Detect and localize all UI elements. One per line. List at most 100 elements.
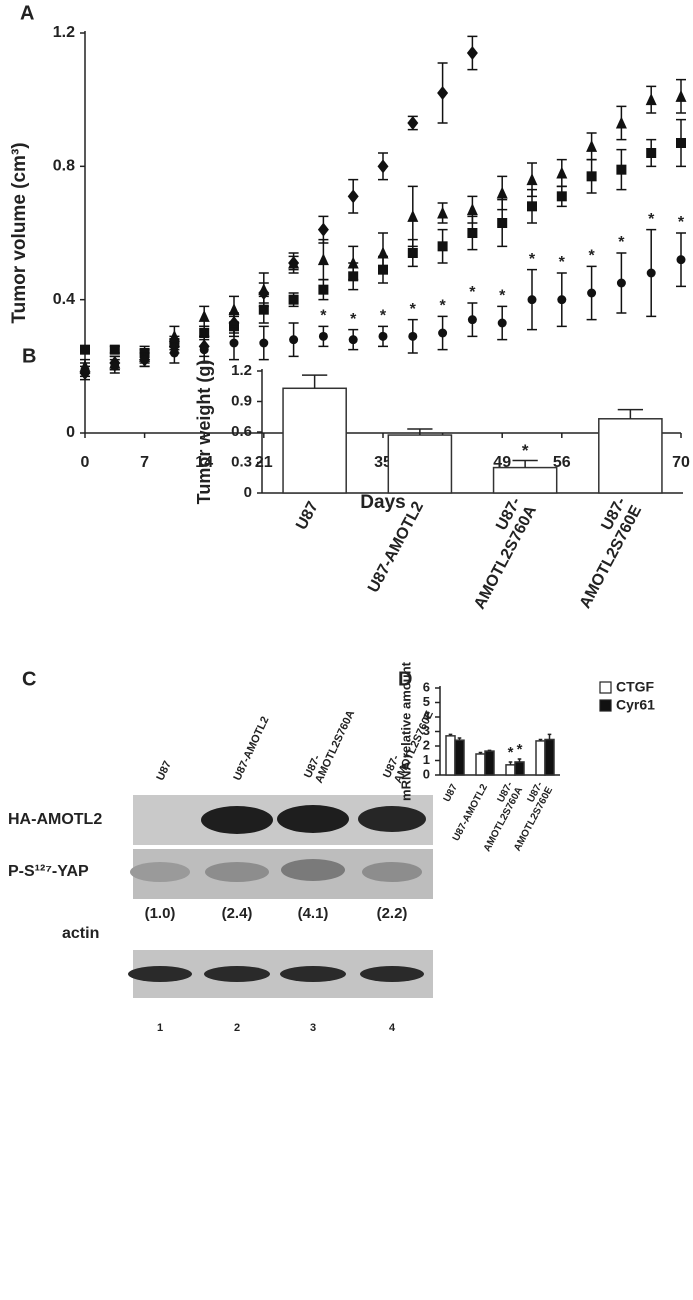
error-bar [538, 738, 543, 741]
error-bar [508, 761, 513, 765]
ratio-label: (4.1) [298, 905, 329, 922]
text-line: AMOTL2S760A [313, 708, 357, 785]
marker [228, 303, 240, 316]
x-tick-label: U87-AMOTL2 [365, 499, 427, 596]
bar [475, 753, 486, 776]
marker [437, 86, 449, 100]
marker [408, 331, 418, 341]
marker [110, 361, 120, 371]
marker [556, 191, 567, 202]
marker [80, 344, 90, 355]
marker [527, 295, 537, 305]
bar [535, 740, 546, 776]
marker [646, 268, 656, 278]
marker [348, 335, 358, 345]
marker [377, 246, 389, 259]
marker [258, 283, 270, 296]
marker [676, 138, 686, 148]
marker [80, 365, 90, 375]
marker [676, 255, 686, 265]
legend-label: CTGF [616, 679, 655, 695]
marker [198, 309, 210, 322]
marker [169, 348, 179, 358]
marker [317, 222, 329, 237]
significance: * [320, 308, 327, 325]
marker [199, 328, 210, 338]
x-tick-label: 0 [81, 454, 90, 471]
significance: * [588, 248, 595, 265]
error-bar [617, 408, 644, 419]
lane-number: 2 [234, 1022, 240, 1034]
marker [318, 331, 328, 341]
y-tick-label: 1 [423, 752, 430, 767]
bar [544, 738, 555, 776]
y-tick-label: 1.2 [231, 362, 252, 379]
x-tick-label: U87 [293, 499, 322, 533]
ratio-label: (2.4) [222, 905, 253, 922]
error-bar [457, 737, 462, 741]
legend-label: Cyr61 [616, 697, 655, 713]
marker [466, 46, 478, 60]
significance: * [380, 308, 387, 325]
significance: * [469, 284, 476, 301]
bar [514, 761, 525, 776]
significance: * [618, 234, 625, 251]
y-axis-title: Tumor weight (g) [194, 360, 214, 505]
significance: * [559, 254, 566, 271]
marker [288, 294, 299, 305]
marker [348, 271, 359, 282]
error-bar [512, 459, 538, 468]
marker [646, 148, 657, 158]
y-tick-label: 0.3 [231, 453, 252, 470]
marker [229, 338, 239, 348]
marker [497, 218, 508, 228]
y-tick-label: 2 [423, 737, 430, 752]
blot-band [130, 862, 190, 882]
marker [586, 139, 598, 152]
marker [467, 315, 477, 325]
bar [387, 434, 453, 494]
bar [505, 764, 516, 776]
significance: * [517, 741, 523, 758]
significance: * [499, 288, 506, 305]
marker [437, 241, 448, 252]
y-tick-label: 0 [244, 484, 252, 501]
lane-label: U87-AMOTL2S760A [302, 703, 357, 785]
error-bar [517, 758, 522, 762]
error-bar [301, 374, 328, 389]
lane-label: U87 [154, 759, 173, 782]
marker [407, 209, 419, 222]
blot-band [360, 966, 424, 982]
marker [616, 164, 627, 175]
error-bar [487, 749, 492, 752]
row-label: P-S¹²⁷-YAP [8, 863, 89, 880]
y-tick-label: 5 [423, 694, 430, 709]
lane-number: 1 [157, 1022, 163, 1034]
x-tick-label: U87-AMOTL2S760E [561, 494, 645, 611]
panel-label: B [22, 345, 36, 367]
y-axis-title: mRNA relative amount [398, 661, 413, 801]
marker [438, 328, 448, 338]
marker [586, 171, 597, 182]
bar [484, 750, 495, 776]
row-label: actin [62, 925, 99, 942]
marker [288, 256, 300, 269]
x-tick-label: 70 [672, 454, 690, 471]
marker [258, 304, 269, 315]
marker [645, 93, 657, 106]
marker [407, 248, 418, 258]
blot-band [280, 966, 346, 982]
marker [467, 228, 478, 238]
y-tick-label: 1.2 [53, 24, 75, 41]
marker [317, 253, 329, 266]
marker [378, 331, 388, 341]
marker [377, 159, 389, 174]
lane-number: 4 [389, 1022, 396, 1034]
blot-band [128, 966, 192, 982]
y-tick-label: 4 [423, 708, 431, 723]
bar [598, 418, 663, 494]
ratio-label: (1.0) [145, 905, 176, 922]
legend-swatch [599, 699, 612, 712]
row-label: HA-AMOTL2 [8, 811, 102, 828]
